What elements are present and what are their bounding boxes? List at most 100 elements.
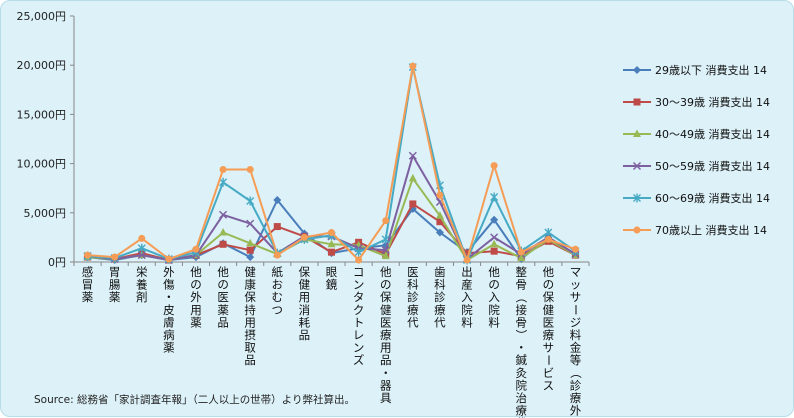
x-tick-label-char: 冒 — [82, 278, 94, 292]
x-tick-label-char: ッ — [570, 278, 582, 292]
x-tick-label-char: 療 — [543, 328, 555, 342]
x-tick-label-char: 健 — [244, 265, 256, 279]
x-tick-label-char: 用 — [244, 315, 256, 329]
x-tick-label-char: 入 — [461, 290, 473, 304]
x-tick-label-char: 持 — [244, 303, 256, 317]
x-tick-label-char: 薬 — [190, 315, 202, 329]
legend-swatch — [623, 193, 651, 203]
x-tick-label: 眼鏡 — [326, 265, 338, 292]
x-tick-label-char: 鏡 — [326, 278, 338, 292]
data-point — [355, 256, 363, 264]
x-tick-label-char: マ — [570, 265, 582, 279]
data-point — [463, 249, 471, 257]
data-point — [381, 234, 390, 244]
x-tick-label-char: 診 — [570, 378, 582, 392]
data-point — [408, 173, 417, 182]
data-point — [273, 251, 281, 259]
x-tick-label-char: 代 — [434, 315, 446, 329]
x-tick-label-char: ス — [543, 378, 555, 392]
x-tick-label-char: 器 — [380, 378, 392, 392]
data-point — [409, 62, 417, 70]
legend-marker — [633, 129, 641, 137]
series-6 — [84, 62, 579, 264]
x-tick-label-char: 料 — [488, 315, 500, 329]
data-point — [219, 240, 227, 248]
x-tick-label-char: 院 — [488, 303, 500, 317]
x-tick-label-char: 院 — [461, 303, 473, 317]
data-point — [138, 234, 146, 242]
y-tick-label: 25,000円 — [17, 10, 67, 23]
x-tick-label-char: 鍼 — [515, 353, 527, 367]
x-tick-label-char: ジ — [570, 315, 582, 329]
data-point — [273, 196, 282, 205]
x-tick-label-char: 療 — [570, 391, 582, 405]
data-point — [517, 253, 526, 262]
x-tick-label-char: 産 — [461, 278, 473, 292]
x-tick-label-char: 剤 — [136, 290, 148, 304]
data-point — [137, 251, 146, 260]
x-tick-label-char: ー — [541, 354, 555, 366]
legend-label: 60～69歳 消費支出 14 — [655, 192, 770, 205]
data-point — [463, 256, 471, 264]
legend-swatch — [623, 129, 651, 137]
x-tick-label-char: 診 — [434, 290, 446, 304]
x-tick-label-char: 療 — [515, 404, 527, 418]
x-tick-label-char: 他 — [217, 265, 229, 279]
chart-legend: 29歳以下 消費支出 14 30～39歳 消費支出 14 40～49歳 消費支出 1… — [621, 59, 781, 251]
x-tick-label-char: ク — [353, 303, 365, 317]
x-tick-label-char: 療 — [434, 303, 446, 317]
x-tick-label-char: 医 — [543, 315, 555, 329]
x-tick-label-char: 栄 — [136, 265, 148, 279]
x-tick-label-char: 歯 — [434, 265, 446, 279]
x-tick-label: 感冒薬 — [82, 265, 94, 304]
x-tick-label-char: 感 — [82, 265, 94, 279]
data-point — [381, 246, 390, 255]
legend-swatch — [623, 66, 651, 74]
x-tick-label-char: 科 — [434, 278, 446, 292]
x-tick-label-char: タ — [353, 290, 365, 304]
x-tick-label-char: 用 — [380, 341, 392, 355]
legend-item: 70歳以上 消費支出 14 — [621, 219, 781, 251]
x-tick-label-char: 接 — [515, 303, 527, 317]
x-tick-label-char: 取 — [244, 341, 256, 355]
data-point — [219, 210, 228, 219]
data-point — [571, 245, 579, 253]
x-tick-label-char: 医 — [217, 290, 229, 304]
x-tick-label-char: ） — [514, 329, 528, 341]
x-tick-label-char: 灸 — [515, 366, 527, 380]
x-tick-label-char: 用 — [299, 290, 311, 304]
x-tick-label-char: 院 — [515, 378, 527, 392]
x-tick-label-char: 医 — [407, 265, 419, 279]
x-tick-label-char: 皮 — [163, 303, 175, 317]
data-point — [436, 218, 444, 226]
x-tick-label-char: の — [190, 278, 202, 292]
data-point — [517, 248, 525, 256]
x-tick-label-char: 他 — [488, 265, 500, 279]
x-tick-label-char: サ — [543, 341, 555, 355]
data-point — [436, 191, 444, 199]
legend-swatch — [623, 161, 651, 171]
legend-marker — [633, 98, 641, 106]
x-tick-label-char: ー — [568, 304, 582, 316]
x-tick-label-char: サ — [570, 290, 582, 304]
legend-item: 50～59歳 消費支出 14 — [621, 155, 781, 187]
data-point — [354, 247, 363, 257]
data-point — [246, 253, 255, 262]
legend-marker — [632, 161, 642, 171]
x-tick-label-char: 康 — [244, 278, 256, 292]
legend-item: 29歳以下 消費支出 14 — [621, 59, 781, 91]
data-point — [435, 211, 444, 219]
y-tick-label: 10,000円 — [17, 158, 67, 171]
x-tick-label-char: 代 — [407, 315, 419, 329]
data-point — [165, 255, 173, 263]
x-tick-label-char: ン — [353, 278, 365, 292]
data-point — [490, 239, 499, 248]
